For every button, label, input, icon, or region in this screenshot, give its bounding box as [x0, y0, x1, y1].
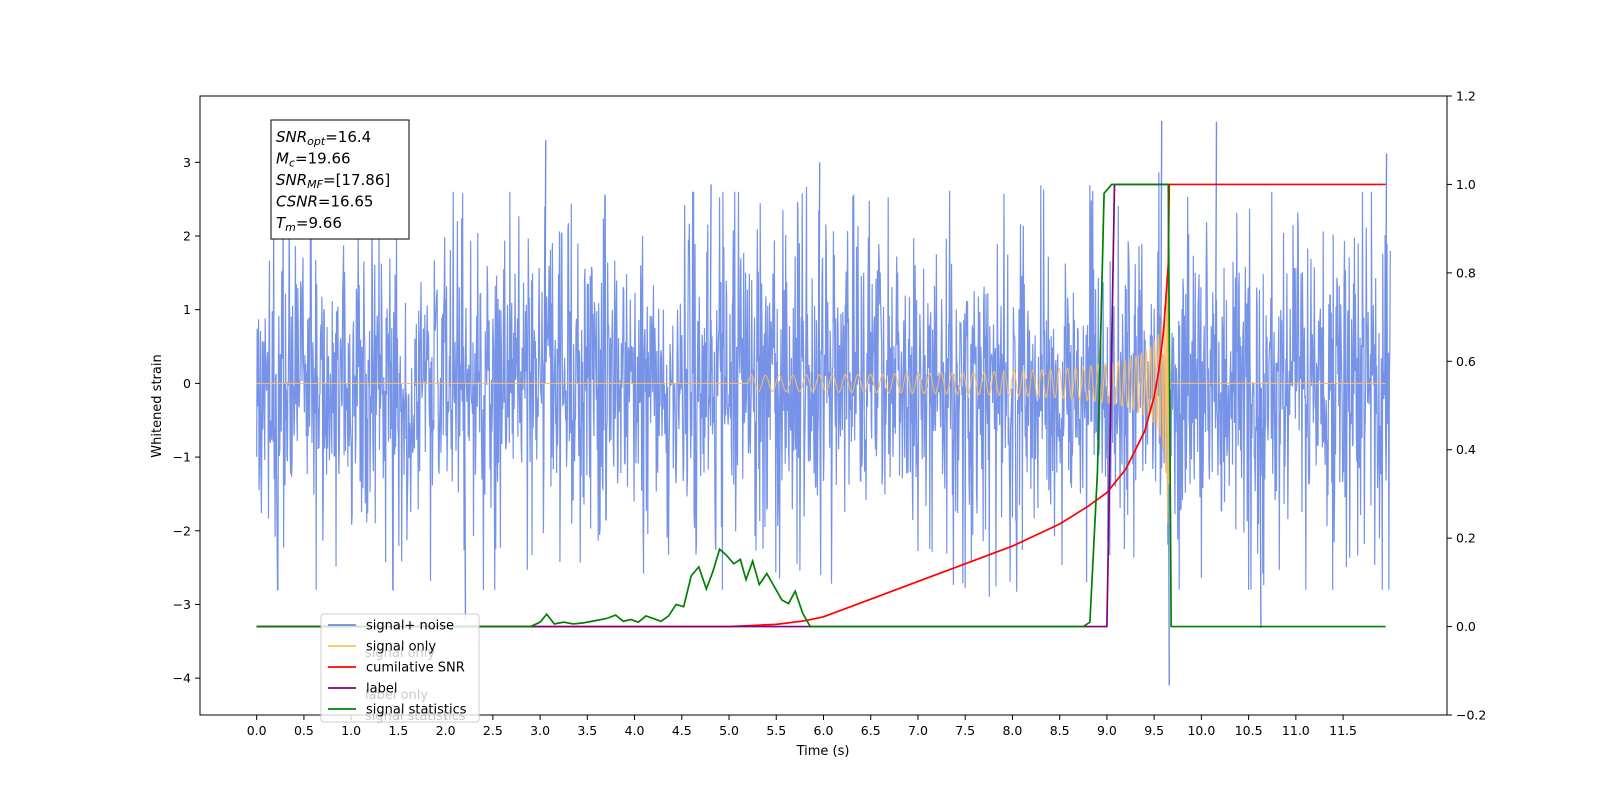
annotation-line: CSNR=16.65: [276, 193, 373, 211]
annotation-line: Tm=9.66: [276, 214, 342, 234]
annotation-line: SNRopt=16.4: [276, 128, 371, 148]
annotation-line: Mc=19.66: [276, 150, 351, 170]
y-axis-left-ticks: −4 −3 −2 −1 0 1 2 3: [173, 155, 200, 686]
x-tick-label: 8.0: [1002, 723, 1022, 738]
legend-entry-label: label: [366, 682, 397, 697]
legend-entry-label: signal statistics: [366, 703, 467, 718]
x-tick-label: 6.5: [861, 723, 881, 738]
legend-entry-label: signal+ noise: [366, 619, 454, 634]
series-cumulative-snr-line: [256, 183, 1386, 628]
x-tick-label: 2.0: [436, 723, 456, 738]
y-left-tick-label: 1: [183, 302, 191, 317]
y-right-tick-label: 0.2: [1456, 531, 1476, 546]
series-signal-noise-spike: [544, 140, 547, 384]
legend-ghost-label: signal only: [365, 646, 435, 661]
annotation-frame: [270, 119, 410, 240]
y-right-tick-label: 1.0: [1456, 177, 1476, 192]
y-left-tick-label: −2: [173, 523, 191, 538]
x-tick-label: 11.5: [1329, 723, 1357, 738]
y-axis-right-ticks: −0.2 0.0 0.2 0.4 0.6 0.8 1.0 1.2: [1447, 89, 1486, 723]
series-signal-noise-spike: [1214, 121, 1218, 384]
x-tick-label: 3.0: [530, 723, 550, 738]
y-right-tick-label: −0.2: [1456, 708, 1486, 723]
x-tick-label: 3.5: [577, 723, 597, 738]
x-axis-ticks: 0.0 0.5 1.0 1.5 2.0 2.5 3.0 3.5 4.0 4.5 5.0 5.5 6.0 6…: [247, 715, 1357, 738]
legend-frame: [320, 613, 480, 723]
x-tick-label: 9.5: [1144, 723, 1164, 738]
y-left-tick-label: −3: [173, 597, 191, 612]
x-tick-label: 1.0: [341, 723, 361, 738]
x-tick-label: 6.0: [814, 723, 834, 738]
x-tick-label: 0.0: [247, 723, 267, 738]
x-tick-label: 7.0: [908, 723, 928, 738]
x-tick-label: 10.5: [1235, 723, 1263, 738]
series-signal-noise-spike: [818, 162, 821, 384]
y-right-tick-label: 0.4: [1456, 442, 1476, 457]
series-signal-statistics-line: [256, 183, 1386, 628]
series-signal-noise-spike: [463, 383, 467, 620]
x-tick-label: 9.0: [1097, 723, 1117, 738]
y-left-tick-label: 3: [183, 155, 191, 170]
legend-entry-label: signal only: [366, 640, 436, 655]
legend-entry-label: cumilative SNR: [366, 661, 465, 676]
y-right-tick-label: 0.8: [1456, 265, 1476, 280]
x-tick-label: 2.5: [483, 723, 503, 738]
x-tick-label: 5.0: [719, 723, 739, 738]
series-layer: [256, 121, 1391, 686]
y-axis-label: Whitened strain: [150, 354, 165, 457]
x-tick-label: 5.5: [766, 723, 786, 738]
y-left-tick-label: 0: [183, 376, 191, 391]
x-tick-label: 4.5: [672, 723, 692, 738]
x-tick-label: 0.5: [294, 723, 314, 738]
y-left-tick-label: −1: [173, 450, 191, 465]
x-tick-label: 10.0: [1187, 723, 1215, 738]
series-signal-noise-spike: [709, 184, 712, 384]
x-tick-label: 8.5: [1050, 723, 1070, 738]
legend-ghost-label: signal statistics: [365, 709, 466, 724]
y-left-tick-label: −4: [173, 671, 191, 686]
x-axis-label: Time (s): [796, 744, 850, 759]
series-signal-noise-spike: [1259, 383, 1262, 629]
legend-ghost-label: label only: [365, 688, 428, 703]
x-tick-label: 1.5: [388, 723, 408, 738]
series-signal-noise-spike: [1384, 153, 1388, 384]
y-right-tick-label: 1.2: [1456, 89, 1476, 104]
x-tick-label: 7.5: [955, 723, 975, 738]
annotation-line: SNRMF=[17.86]: [276, 171, 390, 191]
series-signal-noise-line: [256, 172, 1391, 597]
x-tick-label: 4.0: [625, 723, 645, 738]
y-right-tick-label: 0.0: [1456, 619, 1476, 634]
x-tick-label: 11.0: [1282, 723, 1310, 738]
y-right-tick-label: 0.6: [1456, 354, 1476, 369]
y-left-tick-label: 2: [183, 229, 191, 244]
